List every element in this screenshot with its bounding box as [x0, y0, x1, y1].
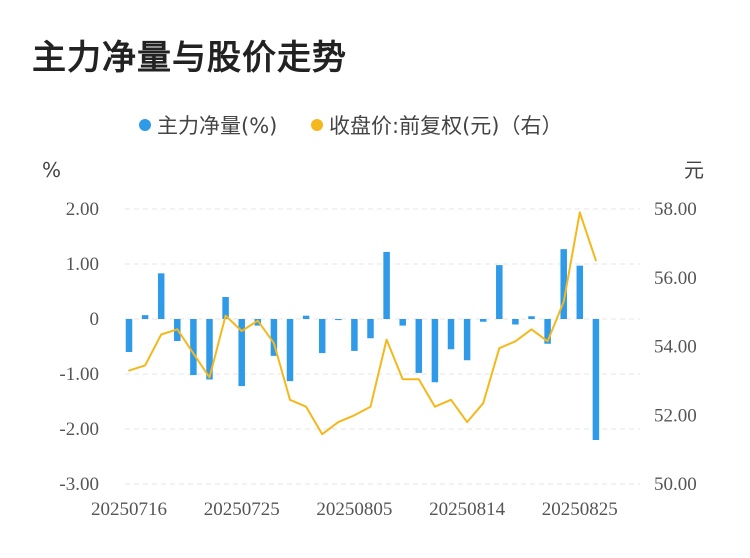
left-tick-label: -2.00: [59, 419, 99, 440]
bar-20250811: [415, 319, 423, 373]
bar-20250821: [544, 319, 551, 344]
bar-20250826: [592, 319, 600, 440]
left-tick-label: 1.00: [66, 254, 99, 275]
bar-20250724: [222, 297, 229, 319]
line-point-20250721: [176, 328, 179, 331]
x-tick-label: 20250825: [542, 499, 618, 520]
bar-20250804: [335, 319, 342, 321]
bar-20250819: [512, 319, 519, 325]
line-point-20250801: [321, 433, 324, 435]
bar-20250807: [383, 251, 390, 319]
legend-line-label: 收盘价:前复权(元)（右）: [329, 114, 562, 138]
bar-20250722: [190, 319, 197, 376]
line-point-20250805: [353, 414, 356, 417]
line-point-20250806: [369, 405, 372, 408]
bar-20250730: [286, 319, 294, 382]
right-tick-label: 50.00: [654, 474, 697, 495]
close-price-line: [128, 211, 597, 436]
line-point-20250808: [401, 378, 404, 380]
right-axis-ticks: 58.00 56.00 54.00 52.00 50.00: [654, 199, 697, 495]
bar-20250813: [447, 319, 455, 350]
right-tick-label: 52.00: [654, 405, 697, 426]
line-series: [128, 211, 597, 436]
bar-20250818: [496, 265, 503, 319]
legend-bar-label: 主力净量(%): [157, 114, 277, 138]
chart-title: 主力净量与股价走势: [32, 38, 347, 78]
x-tick-label: 20250716: [91, 499, 167, 520]
bar-20250814: [463, 319, 471, 361]
line-point-20250804: [337, 421, 340, 423]
x-tick-label: 20250814: [429, 499, 506, 520]
left-tick-label: 2.00: [66, 199, 99, 220]
line-point-20250826: [595, 259, 597, 262]
line-point-20250725: [240, 330, 243, 332]
bar-20250716: [125, 319, 133, 352]
line-point-20250812: [434, 405, 436, 408]
line-point-20250815: [482, 402, 485, 405]
line-point-20250730: [289, 398, 291, 401]
line-point-20250819: [514, 340, 517, 343]
left-tick-label: -3.00: [59, 474, 99, 495]
line-point-20250731: [305, 405, 307, 408]
bar-20250822: [560, 249, 567, 319]
bar-20250825: [576, 265, 584, 319]
bar-20250806: [367, 319, 374, 339]
right-axis-unit: 元: [684, 158, 704, 182]
line-point-20250814: [466, 421, 468, 423]
bar-20250729: [270, 319, 278, 356]
bar-series: [125, 249, 600, 440]
bar-20250812: [431, 319, 439, 383]
line-point-20250728: [257, 319, 259, 322]
x-tick-label: 20250725: [204, 499, 280, 520]
line-point-20250729: [273, 342, 275, 344]
x-axis-ticks: 20250716 20250725 20250805 20250814 20250825: [91, 499, 618, 520]
bar-20250820: [528, 316, 535, 319]
bar-20250717: [141, 315, 149, 319]
bar-20250815: [479, 319, 487, 322]
bar-20250718: [157, 273, 165, 319]
legend-bar-swatch: [139, 119, 151, 131]
line-point-20250717: [144, 364, 146, 367]
left-tick-label: -1.00: [59, 364, 99, 385]
bar-20250801: [318, 319, 326, 354]
legend-line-swatch: [311, 119, 323, 131]
x-tick-label: 20250805: [316, 499, 392, 520]
right-tick-label: 54.00: [654, 337, 697, 358]
line-point-20250718: [160, 333, 162, 336]
bar-20250731: [302, 315, 310, 319]
line-point-20250822: [562, 301, 565, 303]
line-point-20250807: [385, 338, 388, 341]
line-point-20250811: [418, 378, 420, 380]
bar-20250808: [399, 319, 406, 326]
line-point-20250722: [192, 352, 195, 355]
left-tick-label: 0: [90, 309, 100, 330]
line-point-20250813: [450, 398, 452, 401]
bar-20250725: [238, 319, 245, 387]
left-axis-unit: %: [42, 158, 61, 182]
line-point-20250820: [530, 328, 533, 331]
line-point-20250818: [498, 347, 501, 350]
line-point-20250716: [128, 369, 130, 372]
line-point-20250821: [546, 340, 549, 343]
line-point-20250724: [224, 314, 227, 317]
bar-20250805: [351, 319, 358, 351]
legend: 主力净量(%) 收盘价:前复权(元)（右）: [139, 114, 562, 138]
right-tick-label: 58.00: [654, 199, 697, 220]
line-point-20250825: [579, 211, 581, 214]
left-axis-ticks: 2.00 1.00 0 -1.00 -2.00 -3.00: [59, 199, 99, 495]
right-tick-label: 56.00: [654, 268, 697, 289]
line-point-20250723: [208, 376, 211, 379]
bar-20250723: [206, 319, 213, 380]
